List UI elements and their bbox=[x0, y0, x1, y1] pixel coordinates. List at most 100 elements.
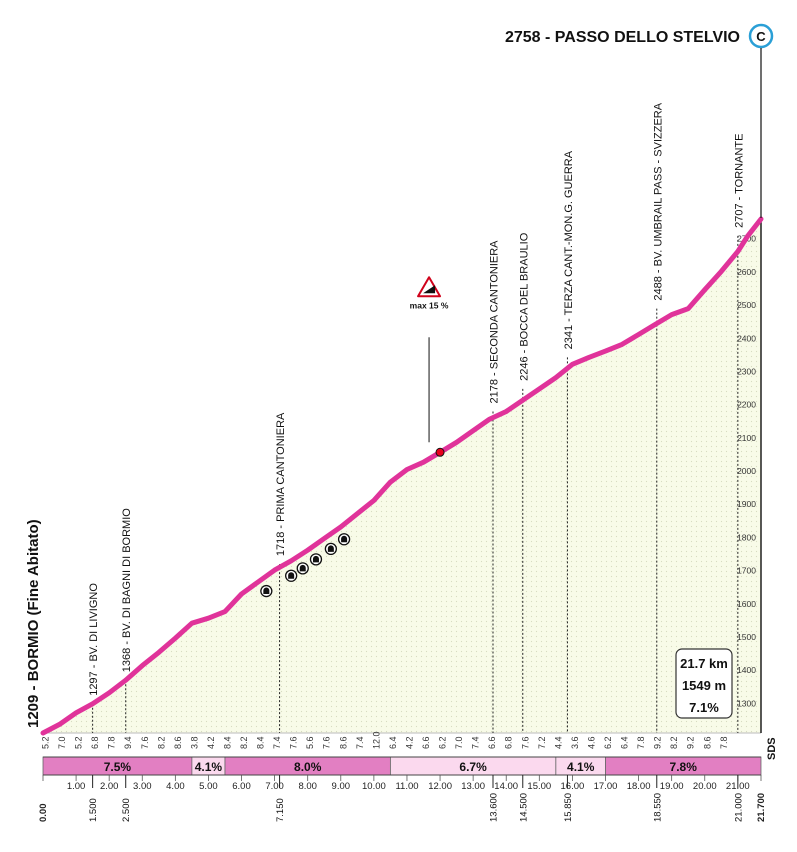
km-gradient-label: 6.4 bbox=[620, 736, 630, 749]
km-gradient-label: 7.6 bbox=[289, 736, 299, 749]
km-tick-label: 3.00 bbox=[133, 781, 152, 792]
max-gradient-label: max 15 % bbox=[410, 300, 449, 310]
km-gradient-label: 6.6 bbox=[487, 736, 497, 749]
km-gradient-label: 8.6 bbox=[338, 736, 348, 749]
km-gradient-label: 6.2 bbox=[603, 736, 613, 749]
km-gradient-label: 7.2 bbox=[537, 736, 547, 749]
km-gradient-label: 7.0 bbox=[57, 736, 67, 749]
km-gradient-label: 8.4 bbox=[223, 736, 233, 749]
warning-triangle-icon bbox=[417, 276, 442, 298]
tunnel-arch-icon bbox=[341, 535, 348, 543]
y-tick-label: 1500 bbox=[737, 632, 756, 642]
finish-label: 2758 - PASSO DELLO STELVIO bbox=[505, 29, 740, 46]
km-tick-label: 21.700 bbox=[756, 793, 767, 822]
km-tick-label: 17.00 bbox=[594, 781, 618, 792]
km-tick-label: 2.00 bbox=[100, 781, 119, 792]
km-tick-label: 8.00 bbox=[298, 781, 317, 792]
km-gradient-label: 6.8 bbox=[504, 736, 514, 749]
km-tick-label: 13.00 bbox=[461, 781, 485, 792]
km-gradient-label: 7.0 bbox=[454, 736, 464, 749]
waypoint-label: 1368 - BV. DI BAGNI DI BORMIO bbox=[121, 508, 133, 672]
waypoint-label: 1297 - BV. DI LIVIGNO bbox=[88, 583, 100, 696]
km-gradient-label: 8.2 bbox=[239, 736, 249, 749]
km-gradient-label: 4.2 bbox=[206, 736, 216, 749]
y-tick-label: 1800 bbox=[737, 532, 756, 542]
km-tick-label: 18.00 bbox=[627, 781, 651, 792]
km-tick-label: 19.00 bbox=[660, 781, 684, 792]
km-gradient-label: 8.6 bbox=[702, 736, 712, 749]
gradient-section-label: 7.5% bbox=[104, 760, 132, 774]
y-tick-label: 1400 bbox=[737, 665, 756, 675]
y-tick-label: 2000 bbox=[737, 466, 756, 476]
waypoint-km-label: 2.500 bbox=[121, 798, 132, 822]
km-gradient-label: 8.2 bbox=[156, 736, 166, 749]
km-gradient-label: 7.8 bbox=[107, 736, 117, 749]
km-gradient-label: 8.4 bbox=[256, 736, 266, 749]
y-tick-label: 2300 bbox=[737, 367, 756, 377]
y-tick-label: 2400 bbox=[737, 333, 756, 343]
km-gradient-label: 7.6 bbox=[140, 736, 150, 749]
km-tick-label: 1.00 bbox=[67, 781, 86, 792]
gradient-section-label: 6.7% bbox=[459, 760, 487, 774]
gradient-section-label: 4.1% bbox=[567, 760, 595, 774]
waypoint-label: 2246 - BOCCA DEL BRAULIO bbox=[518, 232, 530, 381]
y-tick-label: 1700 bbox=[737, 566, 756, 576]
km-tick-label: 9.00 bbox=[332, 781, 351, 792]
km-gradient-label: 7.8 bbox=[636, 736, 646, 749]
y-tick-label: 2100 bbox=[737, 433, 756, 443]
km-tick-label: 10.00 bbox=[362, 781, 386, 792]
km-gradient-label: 7.6 bbox=[322, 736, 332, 749]
km-gradient-label: 5.2 bbox=[41, 736, 51, 749]
tunnel-arch-icon bbox=[288, 572, 295, 579]
waypoint-km-label: 7.150 bbox=[275, 798, 286, 822]
waypoint-label: 2707 - TORNANTE bbox=[733, 134, 745, 228]
km-tick-label: 11.00 bbox=[395, 781, 418, 792]
km-tick-label: 0.00 bbox=[38, 804, 49, 823]
km-tick-label: 14.00 bbox=[494, 781, 518, 792]
start-label: 1209 - BORMIO (Fine Abitato) bbox=[25, 519, 42, 728]
tunnel-arch-icon bbox=[263, 587, 270, 595]
km-gradient-label: 9.2 bbox=[686, 736, 696, 749]
km-gradient-label: 6.6 bbox=[421, 736, 431, 749]
y-tick-label: 1600 bbox=[737, 599, 756, 609]
km-gradient-label: 4.6 bbox=[586, 736, 596, 749]
km-tick-label: 16.00 bbox=[561, 781, 585, 792]
waypoint-label: 2341 - TERZA CANT.-MON.G. GUERRA bbox=[563, 150, 575, 349]
tunnel-arch-icon bbox=[312, 555, 319, 563]
km-gradient-label: 7.4 bbox=[471, 736, 481, 749]
km-tick-label: 5.00 bbox=[199, 781, 218, 792]
waypoint-km-label: 1.500 bbox=[88, 798, 99, 822]
km-gradient-label: 8.2 bbox=[669, 736, 679, 749]
km-gradient-label: 8.6 bbox=[173, 736, 183, 749]
km-tick-label: 4.00 bbox=[166, 781, 185, 792]
km-gradient-label: 6.2 bbox=[438, 736, 448, 749]
waypoint-km-label: 15.850 bbox=[563, 793, 574, 822]
max-gradient-dot bbox=[435, 447, 445, 457]
gradient-section-label: 4.1% bbox=[195, 760, 223, 774]
waypoint-label: 2178 - SECONDA CANTONIERA bbox=[489, 240, 501, 404]
km-tick-label: 15.00 bbox=[527, 781, 551, 792]
slope-icon bbox=[423, 285, 436, 294]
km-tick-label: 20.00 bbox=[693, 781, 717, 792]
km-gradient-label: 9.4 bbox=[123, 736, 133, 749]
km-gradient-label: 4.4 bbox=[553, 736, 563, 749]
waypoint-label: 1718 - PRIMA CANTONIERA bbox=[275, 412, 287, 556]
summary-gradient: 7.1% bbox=[689, 700, 719, 715]
profile-line bbox=[40, 216, 764, 736]
km-gradient-label: 7.4 bbox=[355, 736, 365, 749]
y-tick-label: 2600 bbox=[737, 267, 756, 277]
km-gradient-label: 3.8 bbox=[189, 736, 199, 749]
km-tick-label: 6.00 bbox=[232, 781, 251, 792]
km-gradient-label: 5.6 bbox=[305, 736, 315, 749]
waypoint-km-label: 21.000 bbox=[733, 793, 744, 822]
km-gradient-label: 12.0 bbox=[371, 731, 381, 749]
finish-badge-icon bbox=[748, 23, 774, 49]
km-gradient-label: 5.2 bbox=[74, 736, 84, 749]
summary-box bbox=[675, 648, 733, 719]
waypoint-km-label: 14.500 bbox=[518, 793, 529, 822]
gradient-section-label: 8.0% bbox=[294, 760, 322, 774]
km-tick-label: 12.00 bbox=[428, 781, 452, 792]
y-tick-label: 1300 bbox=[737, 698, 756, 708]
waypoint-km-label: 18.550 bbox=[652, 793, 663, 822]
km-gradient-label: 6.8 bbox=[90, 736, 100, 749]
